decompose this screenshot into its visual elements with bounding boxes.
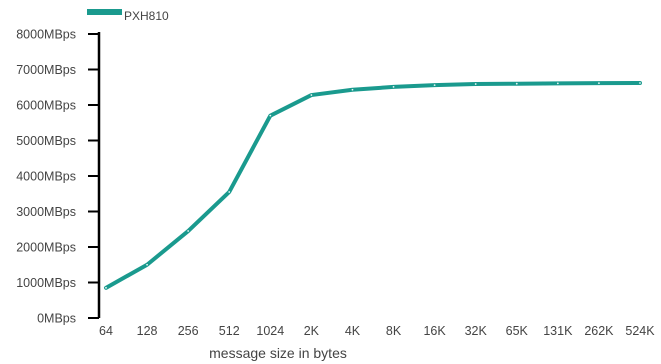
x-tick-label: 32K xyxy=(465,324,488,338)
series-group xyxy=(104,80,642,290)
legend-swatch xyxy=(87,9,122,15)
x-tick-label: 16K xyxy=(423,324,446,338)
y-tick-label: 5000MBps xyxy=(16,134,76,148)
x-axis-ticks: 64 128 256 512 1024 2K 4K 8K 16K 32K 65K 131K 262K 52… xyxy=(99,324,655,338)
y-tick-label: 1000MBps xyxy=(16,276,76,290)
x-tick-label: 262K xyxy=(584,324,614,338)
data-point xyxy=(105,286,107,289)
x-tick-label: 8K xyxy=(386,324,402,338)
x-tick-label: 64 xyxy=(99,324,113,338)
x-tick-label: 512 xyxy=(219,324,240,338)
data-point xyxy=(228,191,231,193)
y-tick-label: 0MBps xyxy=(37,312,76,326)
y-tick-label: 8000MBps xyxy=(16,28,76,42)
x-tick-label: 256 xyxy=(178,324,199,338)
x-axis-title: message size in bytes xyxy=(209,345,347,361)
x-tick-label: 524K xyxy=(625,324,655,338)
series-line-pxh810 xyxy=(104,80,642,290)
x-tick-label: 1024 xyxy=(256,324,284,338)
data-point xyxy=(392,85,395,88)
x-tick-label: 128 xyxy=(137,324,158,338)
y-tick-label: 2000MBps xyxy=(16,241,76,255)
data-point xyxy=(639,82,641,84)
y-axis-ticks: 0MBps 1000MBps 2000MBps 3000MBps 4000MBps 500… xyxy=(16,28,99,326)
data-point xyxy=(187,230,190,232)
y-tick-label: 3000MBps xyxy=(16,205,76,219)
data-point xyxy=(269,114,272,117)
data-point xyxy=(146,263,148,266)
data-point xyxy=(556,82,559,85)
legend-label-pxh810: PXH810 xyxy=(124,9,169,23)
y-tick-label: 6000MBps xyxy=(16,99,76,113)
data-point xyxy=(433,84,436,87)
y-tick-label: 4000MBps xyxy=(16,170,76,184)
data-point xyxy=(474,83,477,85)
x-tick-label: 131K xyxy=(543,324,573,338)
data-point xyxy=(515,82,518,85)
data-point xyxy=(351,88,354,91)
x-tick-label: 2K xyxy=(304,324,320,338)
data-point xyxy=(598,82,600,85)
x-tick-label: 4K xyxy=(345,324,361,338)
x-tick-label: 65K xyxy=(506,324,529,338)
legend: PXH810 xyxy=(87,9,169,23)
data-point xyxy=(310,94,313,96)
y-tick-label: 7000MBps xyxy=(16,63,76,77)
